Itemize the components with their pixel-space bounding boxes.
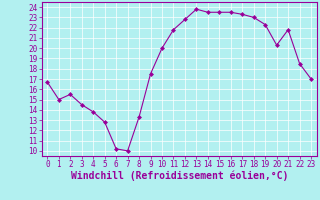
X-axis label: Windchill (Refroidissement éolien,°C): Windchill (Refroidissement éolien,°C) [70, 171, 288, 181]
